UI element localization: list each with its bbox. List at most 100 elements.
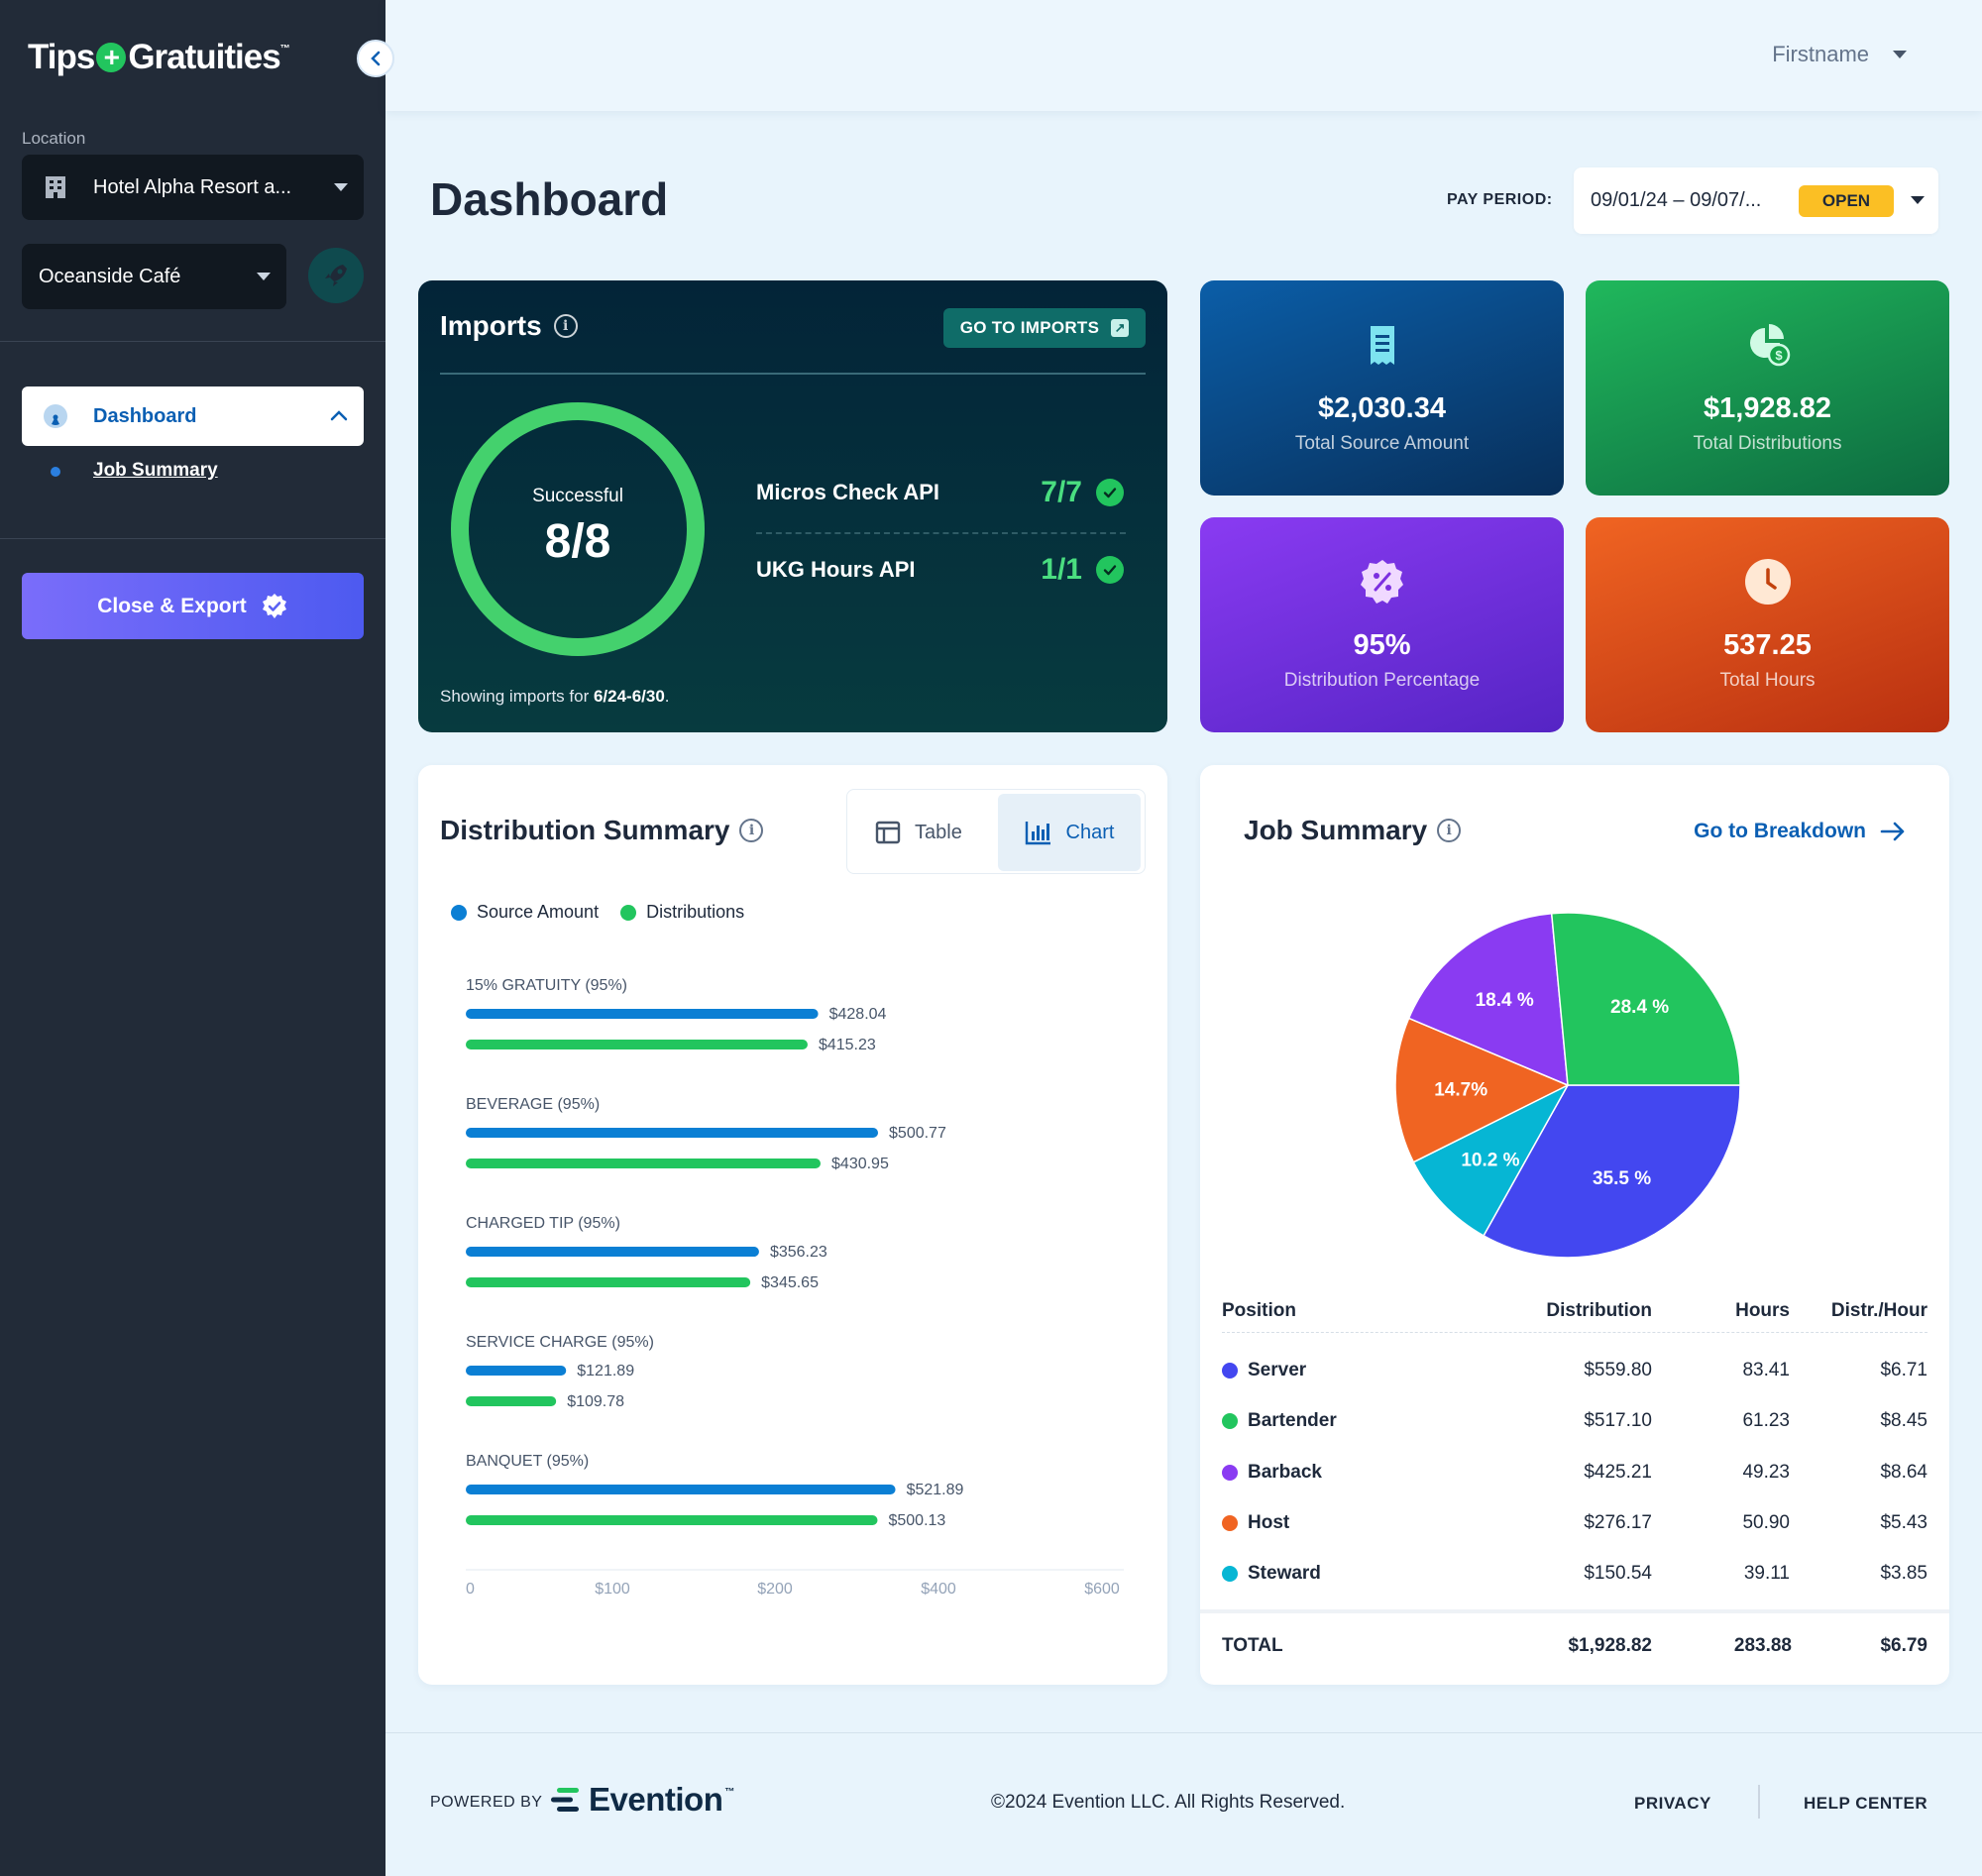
- status-badge: OPEN: [1799, 185, 1894, 217]
- per-hour-cell: $5.43: [1880, 1512, 1927, 1533]
- position-name: Host: [1248, 1512, 1290, 1533]
- api-count: 7/7: [1041, 476, 1082, 508]
- pie-dollar-icon: $: [1749, 324, 1790, 367]
- ring-value: 8/8: [544, 515, 611, 568]
- footer-divider: [385, 1732, 1982, 1733]
- stat-value: $2,030.34: [1317, 392, 1446, 424]
- stat-card-total-source: $2,030.34 Total Source Amount: [1200, 280, 1564, 496]
- bar: [466, 1366, 567, 1376]
- table-row: Barback $425.21 49.23 $8.64: [1200, 1462, 1949, 1501]
- tab-chart[interactable]: Chart: [998, 794, 1141, 871]
- bar: [466, 1396, 557, 1406]
- pie-slice[interactable]: [1394, 1017, 1570, 1163]
- info-icon[interactable]: i: [739, 819, 764, 842]
- app-logo[interactable]: Tips + Gratuities ™: [28, 36, 290, 79]
- close-export-label: Close & Export: [97, 594, 247, 617]
- nav-item-dashboard[interactable]: Dashboard: [22, 386, 364, 446]
- imports-footer-prefix: Showing imports for: [440, 687, 594, 706]
- pie-slice[interactable]: [1412, 1083, 1570, 1237]
- view-toggle: Table Chart: [846, 789, 1146, 874]
- column-header-hours: Hours: [1735, 1300, 1790, 1321]
- copyright-text: ©2024 Evention LLC. All Rights Reserved.: [991, 1792, 1346, 1813]
- percent-badge-icon: [1360, 560, 1403, 604]
- distribution-cell: $276.17: [1584, 1512, 1652, 1533]
- category-label: BANQUET (95%): [466, 1453, 589, 1470]
- pie-slice[interactable]: [1483, 1084, 1741, 1259]
- ring-label: Successful: [532, 486, 623, 506]
- nav-item-job-summary[interactable]: Job Summary: [93, 460, 218, 481]
- rocket-button[interactable]: [308, 248, 364, 303]
- rocket-icon: [325, 265, 347, 286]
- pay-period-select[interactable]: 09/01/24 – 09/07/... OPEN: [1574, 167, 1938, 234]
- distribution-summary-title: Distribution Summary i: [440, 815, 764, 846]
- per-hour-cell: $8.64: [1880, 1462, 1927, 1483]
- external-link-icon: ↗: [1111, 319, 1130, 337]
- user-menu[interactable]: Firstname: [1772, 42, 1869, 66]
- x-tick-label: 0: [466, 1581, 475, 1598]
- info-icon[interactable]: i: [1437, 819, 1462, 842]
- imports-footer-range: 6/24-6/30: [593, 687, 665, 706]
- sidebar-collapse-button[interactable]: [357, 40, 394, 77]
- job-summary-title: Job Summary i: [1244, 815, 1462, 846]
- pie-slice[interactable]: [1550, 912, 1741, 1086]
- nav-item-dashboard-label: Dashboard: [93, 404, 197, 427]
- position-color-dot: [1222, 1465, 1238, 1481]
- column-header-distr-per-hour: Distr./Hour: [1830, 1300, 1927, 1321]
- stat-label: Total Source Amount: [1294, 433, 1470, 454]
- pie-slice[interactable]: [1407, 912, 1569, 1087]
- verified-check-icon: [262, 593, 286, 618]
- position-name: Barback: [1248, 1462, 1322, 1483]
- position-name: Server: [1248, 1360, 1307, 1380]
- position-cell: Server: [1222, 1360, 1306, 1381]
- imports-card: Imports i GO TO IMPORTS ↗ Successful 8/8…: [418, 280, 1167, 732]
- info-icon[interactable]: i: [553, 314, 578, 338]
- svg-text:$: $: [1775, 348, 1783, 363]
- venue-select[interactable]: Oceanside Café: [22, 244, 286, 309]
- total-divider: [1200, 1609, 1949, 1613]
- arrow-right-icon: [1880, 822, 1905, 841]
- distribution-bar-chart: 15% GRATUITY (95%) $428.04 $415.23 BEVERAGE…: [466, 977, 1124, 1598]
- x-tick-label: $100: [595, 1581, 630, 1598]
- table-row: Bartender $517.10 61.23 $8.45: [1200, 1410, 1949, 1450]
- bar: [466, 1247, 759, 1257]
- hours-cell: 39.11: [1743, 1563, 1790, 1584]
- distribution-summary-title-text: Distribution Summary: [440, 815, 730, 845]
- column-header-distribution: Distribution: [1546, 1300, 1652, 1321]
- location-select-value: Hotel Alpha Resort a...: [93, 175, 292, 198]
- legend-item: Distributions: [620, 902, 744, 923]
- help-center-link[interactable]: HELP CENTER: [1804, 1794, 1928, 1813]
- import-progress-ring: [451, 402, 705, 656]
- bar-value-label: $415.23: [819, 1037, 876, 1053]
- position-name: Steward: [1248, 1563, 1321, 1584]
- go-to-imports-button[interactable]: GO TO IMPORTS ↗: [943, 308, 1146, 348]
- evention-mark-icon: [551, 1788, 579, 1812]
- close-export-button[interactable]: Close & Export: [22, 573, 364, 639]
- page-title: Dashboard: [430, 173, 669, 225]
- table-header-divider: [1222, 1332, 1927, 1333]
- go-to-breakdown-link[interactable]: Go to Breakdown: [1694, 820, 1906, 843]
- stat-card-total-distributions: $ $1,928.82 Total Distributions: [1586, 280, 1949, 496]
- legend-label: Distributions: [646, 902, 745, 922]
- tab-table[interactable]: Table: [875, 794, 962, 871]
- bar-value-label: $500.77: [889, 1125, 946, 1142]
- sidebar: Tips + Gratuities ™ Location Hotel Alpha…: [0, 0, 385, 1876]
- chevron-down-icon[interactable]: [1893, 51, 1907, 58]
- api-name: Micros Check API: [756, 480, 940, 504]
- bar: [466, 1277, 751, 1287]
- chevron-down-icon: [257, 273, 271, 280]
- api-row: Micros Check API 7/7: [756, 473, 1126, 512]
- nav-sub-bullet: [51, 467, 60, 477]
- bar-value-label: $430.95: [831, 1156, 889, 1172]
- privacy-link[interactable]: PRIVACY: [1634, 1794, 1711, 1813]
- imports-title-text: Imports: [440, 310, 542, 341]
- go-to-imports-label: GO TO IMPORTS: [959, 318, 1100, 337]
- pie-slice-label: 28.4 %: [1610, 997, 1669, 1018]
- category-label: BEVERAGE (95%): [466, 1096, 600, 1113]
- bar-value-label: $345.65: [761, 1274, 819, 1291]
- bar: [466, 1159, 822, 1168]
- table-icon: [875, 821, 901, 844]
- stat-label: Total Hours: [1719, 670, 1816, 691]
- evention-logo[interactable]: Evention ™: [551, 1781, 734, 1819]
- location-select[interactable]: Hotel Alpha Resort a...: [22, 155, 364, 220]
- per-hour-cell: $6.71: [1880, 1360, 1927, 1380]
